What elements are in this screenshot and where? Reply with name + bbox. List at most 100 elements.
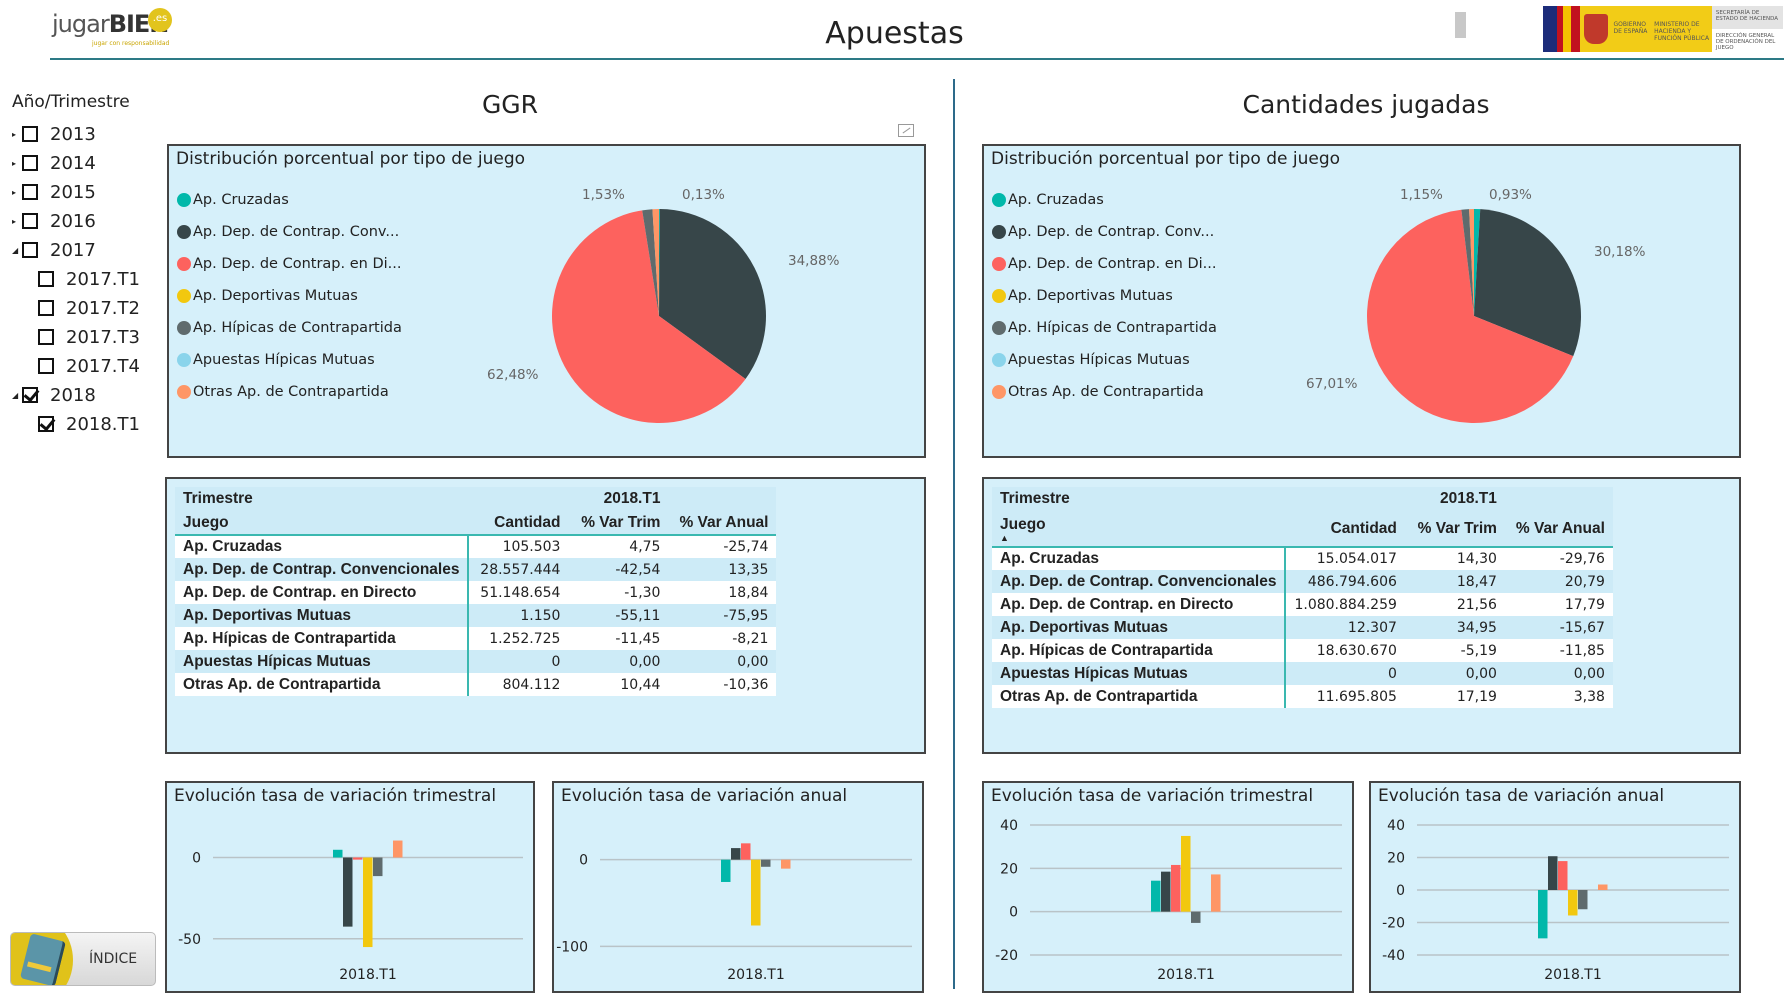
slicer-item[interactable]: 2017.T2 bbox=[38, 295, 140, 321]
pie-slice[interactable] bbox=[1474, 209, 1581, 357]
bar[interactable] bbox=[1181, 835, 1191, 912]
bar[interactable] bbox=[1211, 874, 1221, 912]
y-tick-label: -20 bbox=[995, 948, 1018, 964]
column-header[interactable]: % Var Trim bbox=[568, 511, 669, 536]
table-row: Ap. Deportivas Mutuas 12.307 34,95 -15,67 bbox=[992, 616, 1613, 639]
pie-legend: Ap. Cruzadas Ap. Dep. de Contrap. Conv...… bbox=[177, 184, 402, 408]
legend-item[interactable]: Ap. Dep. de Contrap. Conv... bbox=[992, 216, 1217, 248]
bar[interactable] bbox=[1191, 911, 1201, 923]
bar[interactable] bbox=[1558, 861, 1568, 890]
row-header-title[interactable]: Juego ▲ bbox=[992, 511, 1286, 548]
legend-item[interactable]: Ap. Deportivas Mutuas bbox=[992, 280, 1217, 312]
bar[interactable] bbox=[1568, 890, 1578, 916]
cell-value: -11,85 bbox=[1504, 639, 1613, 662]
column-header[interactable]: % Var Trim bbox=[1404, 511, 1505, 548]
cell-value: 0,00 bbox=[668, 650, 777, 673]
legend-label: Ap. Hípicas de Contrapartida bbox=[193, 320, 402, 336]
legend-item[interactable]: Ap. Hípicas de Contrapartida bbox=[177, 312, 402, 344]
legend-item[interactable]: Ap. Dep. de Contrap. Conv... bbox=[177, 216, 402, 248]
slicer-item[interactable]: 2017.T1 bbox=[38, 266, 140, 292]
indice-button[interactable]: ÍNDICE bbox=[10, 932, 156, 986]
legend-item[interactable]: Apuestas Hípicas Mutuas bbox=[992, 344, 1217, 376]
slicer-item[interactable]: 2017.T4 bbox=[38, 353, 140, 379]
slicer-item[interactable]: ▸ 2016 bbox=[12, 208, 96, 234]
bar[interactable] bbox=[741, 843, 751, 860]
pie-slice[interactable] bbox=[659, 209, 766, 379]
row-header-title[interactable]: Juego bbox=[175, 511, 469, 536]
collapse-arrow-icon[interactable]: ◢ bbox=[12, 390, 19, 400]
bar[interactable] bbox=[393, 840, 403, 858]
slicer-item[interactable]: ▸ 2014 bbox=[12, 150, 96, 176]
bar[interactable] bbox=[721, 859, 731, 882]
bar[interactable] bbox=[333, 849, 343, 858]
column-header[interactable]: % Var Anual bbox=[1504, 511, 1613, 548]
table-row: Ap. Deportivas Mutuas 1.150 -55,11 -75,95 bbox=[175, 604, 777, 627]
bar[interactable] bbox=[373, 857, 383, 877]
checkbox[interactable] bbox=[22, 126, 38, 142]
legend-item[interactable]: Ap. Dep. de Contrap. en Di... bbox=[992, 248, 1217, 280]
pie-slice[interactable] bbox=[1469, 209, 1474, 316]
slicer-item[interactable]: ▸ 2013 bbox=[12, 121, 96, 147]
expand-arrow-icon[interactable]: ▸ bbox=[12, 216, 17, 226]
scroll-handle[interactable] bbox=[1455, 12, 1466, 38]
checkbox[interactable] bbox=[38, 300, 54, 316]
column-header[interactable]: Cantidad bbox=[1285, 511, 1405, 548]
bar[interactable] bbox=[363, 857, 373, 948]
pie-slice[interactable] bbox=[1367, 209, 1574, 423]
checkbox[interactable] bbox=[38, 358, 54, 374]
bar[interactable] bbox=[761, 859, 771, 867]
checkbox[interactable] bbox=[22, 155, 38, 171]
pie-slice[interactable] bbox=[642, 210, 659, 316]
sort-ascending-icon[interactable]: ▲ bbox=[1000, 532, 1009, 543]
checkbox[interactable] bbox=[38, 271, 54, 287]
legend-item[interactable]: Ap. Cruzadas bbox=[992, 184, 1217, 216]
bar[interactable] bbox=[781, 859, 791, 869]
legend-item[interactable]: Ap. Hípicas de Contrapartida bbox=[992, 312, 1217, 344]
legend-item[interactable]: Ap. Deportivas Mutuas bbox=[177, 280, 402, 312]
slicer-item[interactable]: ◢ 2018 bbox=[12, 382, 96, 408]
slicer-item[interactable]: 2017.T3 bbox=[38, 324, 140, 350]
bar[interactable] bbox=[1598, 884, 1608, 890]
expand-arrow-icon[interactable]: ▸ bbox=[12, 187, 17, 197]
collapse-arrow-icon[interactable]: ◢ bbox=[12, 245, 19, 255]
checkbox[interactable] bbox=[22, 184, 38, 200]
pie-slice[interactable] bbox=[1474, 209, 1481, 316]
cell-value: -5,19 bbox=[1404, 639, 1505, 662]
expand-arrow-icon[interactable]: ▸ bbox=[12, 158, 17, 168]
checkbox[interactable] bbox=[38, 416, 54, 432]
pie-slice[interactable] bbox=[642, 209, 659, 316]
ggr-trim-panel: Evolución tasa de variación trimestral 0… bbox=[165, 781, 535, 993]
checkbox[interactable] bbox=[22, 213, 38, 229]
bar[interactable] bbox=[751, 859, 761, 926]
bar[interactable] bbox=[353, 857, 363, 860]
bar[interactable] bbox=[343, 857, 353, 927]
legend-item[interactable]: Ap. Dep. de Contrap. en Di... bbox=[177, 248, 402, 280]
slicer-item[interactable]: ▸ 2015 bbox=[12, 179, 96, 205]
column-header[interactable]: Cantidad bbox=[468, 511, 569, 536]
legend-item[interactable]: Otras Ap. de Contrapartida bbox=[177, 376, 402, 408]
legend-item[interactable]: Otras Ap. de Contrapartida bbox=[992, 376, 1217, 408]
checkbox[interactable] bbox=[22, 242, 38, 258]
bar[interactable] bbox=[731, 848, 741, 860]
pie-slice[interactable] bbox=[1461, 209, 1474, 316]
checkbox[interactable] bbox=[22, 387, 38, 403]
bar[interactable] bbox=[1151, 880, 1161, 912]
slicer-item[interactable]: 2018.T1 bbox=[38, 411, 140, 437]
bar[interactable] bbox=[1538, 890, 1548, 939]
focus-mode-icon[interactable] bbox=[898, 124, 914, 137]
legend-item[interactable]: Apuestas Hípicas Mutuas bbox=[177, 344, 402, 376]
column-header[interactable]: % Var Anual bbox=[668, 511, 777, 536]
slicer-item[interactable]: ◢ 2017 bbox=[12, 237, 96, 263]
table-row: Ap. Cruzadas 15.054.017 14,30 -29,76 bbox=[992, 547, 1613, 570]
checkbox[interactable] bbox=[38, 329, 54, 345]
legend-label: Ap. Cruzadas bbox=[193, 192, 289, 208]
pie-slice[interactable] bbox=[652, 209, 659, 316]
bar[interactable] bbox=[1578, 890, 1588, 910]
bar[interactable] bbox=[1548, 856, 1558, 890]
corner-header: Trimestre bbox=[175, 487, 469, 511]
bar[interactable] bbox=[1171, 864, 1181, 912]
expand-arrow-icon[interactable]: ▸ bbox=[12, 129, 17, 139]
legend-item[interactable]: Ap. Cruzadas bbox=[177, 184, 402, 216]
bar[interactable] bbox=[1161, 871, 1171, 912]
pie-slice[interactable] bbox=[552, 210, 746, 423]
